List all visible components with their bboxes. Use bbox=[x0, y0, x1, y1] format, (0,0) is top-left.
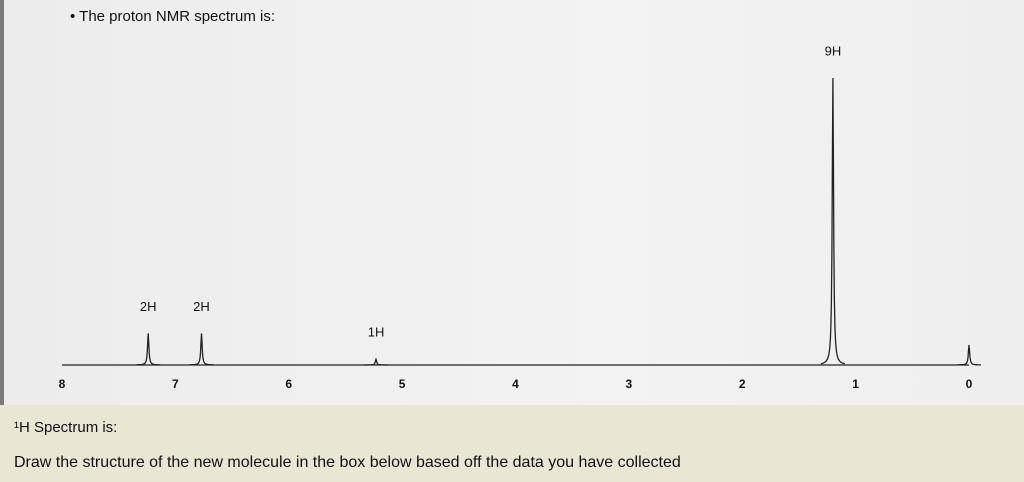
peak bbox=[957, 344, 981, 366]
x-tick-label: 0 bbox=[966, 377, 973, 391]
peak bbox=[364, 357, 388, 366]
x-tick-label: 7 bbox=[172, 377, 179, 391]
peak-label: 2H bbox=[193, 299, 210, 314]
peak-label: 9H bbox=[825, 43, 842, 58]
peak bbox=[189, 333, 214, 366]
x-tick-label: 5 bbox=[399, 377, 406, 391]
peak-label: 2H bbox=[140, 299, 157, 314]
footer: ¹H Spectrum is: Draw the structure of th… bbox=[0, 405, 1024, 482]
instruction: Draw the structure of the new molecule i… bbox=[14, 454, 681, 471]
peak bbox=[820, 77, 846, 365]
peak-label: 1H bbox=[368, 325, 385, 340]
x-tick-label: 3 bbox=[626, 377, 633, 391]
footer-heading: ¹H Spectrum is: bbox=[14, 419, 118, 436]
x-tick-label: 6 bbox=[285, 377, 292, 391]
x-tick-label: 8 bbox=[59, 377, 66, 391]
x-tick-label: 2 bbox=[739, 377, 746, 391]
x-tick-label: 4 bbox=[512, 377, 519, 391]
peak bbox=[136, 333, 161, 366]
title: • The proton NMR spectrum is: bbox=[70, 8, 276, 25]
spectrum: 8 7 6 5 4 3 2 1 0 2H 2H 1H 9H bbox=[59, 43, 981, 391]
title-text: The proton NMR spectrum is: bbox=[79, 8, 276, 25]
x-tick-label: 1 bbox=[852, 377, 859, 391]
